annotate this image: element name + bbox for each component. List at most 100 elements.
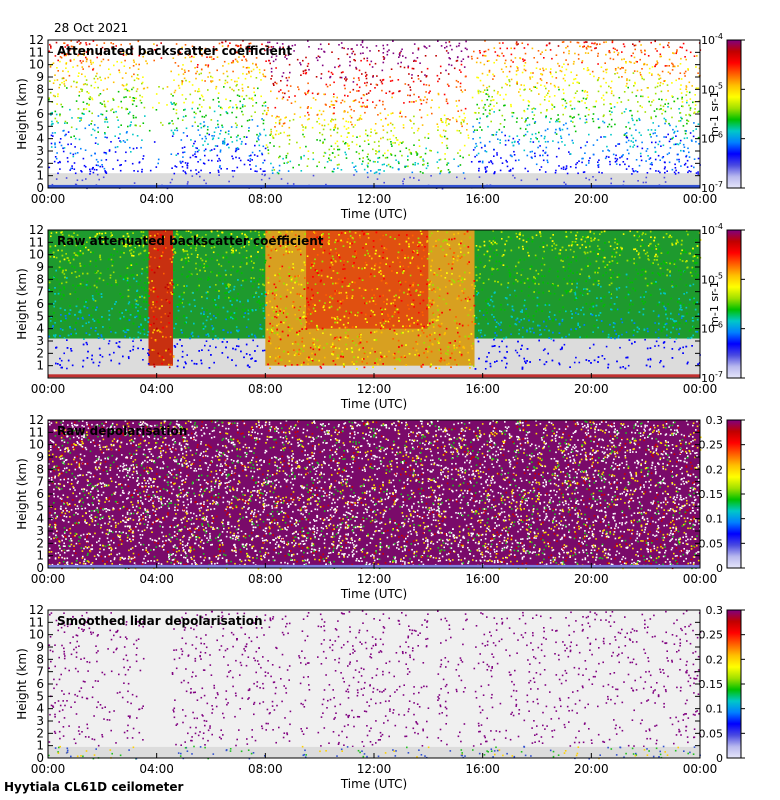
- colorbar-tick-label: 0.3: [706, 604, 724, 617]
- x-tick-label: 20:00: [574, 192, 609, 206]
- x-axis-label: Time (UTC): [340, 777, 407, 791]
- y-tick-label: 7: [36, 285, 44, 299]
- y-tick-label: 3: [36, 524, 44, 538]
- x-tick-label: 08:00: [248, 762, 283, 776]
- panel-1: Attenuated backscatter coefficient012345…: [15, 32, 745, 221]
- colorbar: 10-710-610-510-4m-1 sr-1: [701, 32, 745, 195]
- colorbar-tick-label: 0.2: [706, 653, 724, 666]
- y-tick-label: 12: [29, 413, 44, 427]
- x-tick-label: 16:00: [465, 762, 500, 776]
- y-tick-label: 6: [36, 297, 44, 311]
- y-tick-label: 2: [36, 726, 44, 740]
- y-tick-label: 5: [36, 499, 44, 513]
- y-tick-label: 2: [36, 346, 44, 360]
- colorbar-tick-label: 0.05: [699, 727, 724, 740]
- colorbar-tick-label: 0: [716, 562, 723, 575]
- x-tick-label: 00:00: [683, 192, 718, 206]
- colorbar-tick-label: 10-4: [701, 32, 723, 47]
- colorbar-tick-label: 0: [716, 752, 723, 765]
- x-axis-label: Time (UTC): [340, 397, 407, 411]
- y-tick-label: 2: [36, 156, 44, 170]
- panel-title: Attenuated backscatter coefficient: [57, 44, 292, 58]
- x-tick-label: 12:00: [357, 762, 392, 776]
- x-tick-label: 12:00: [357, 572, 392, 586]
- plot-area: [48, 40, 700, 188]
- x-tick-label: 16:00: [465, 192, 500, 206]
- colorbar-tick-label: 0.15: [699, 678, 724, 691]
- x-tick-label: 00:00: [31, 192, 66, 206]
- footer-label: Hyytiala CL61D ceilometer: [4, 780, 184, 794]
- colorbar-tick-label: 0.2: [706, 463, 724, 476]
- x-tick-label: 00:00: [683, 382, 718, 396]
- colorbar-gradient: [726, 419, 742, 569]
- y-tick-label: 0: [36, 561, 44, 575]
- y-tick-label: 2: [36, 536, 44, 550]
- x-tick-label: 08:00: [248, 192, 283, 206]
- y-tick-label: 6: [36, 107, 44, 121]
- y-tick-label: 12: [29, 33, 44, 47]
- y-tick-label: 10: [29, 58, 44, 72]
- panel-title: Raw depolarisation: [57, 424, 187, 438]
- x-tick-label: 00:00: [683, 762, 718, 776]
- x-tick-label: 20:00: [574, 572, 609, 586]
- y-tick-label: 1: [36, 359, 44, 373]
- y-tick-label: 11: [29, 235, 44, 249]
- y-tick-label: 1: [36, 549, 44, 563]
- x-axis-label: Time (UTC): [340, 587, 407, 601]
- y-tick-label: 12: [29, 223, 44, 237]
- x-tick-label: 04:00: [139, 382, 174, 396]
- y-tick-label: 4: [36, 702, 44, 716]
- y-tick-label: 10: [29, 438, 44, 452]
- x-tick-label: 00:00: [683, 572, 718, 586]
- panel-title: Smoothed lidar depolarisation: [57, 614, 263, 628]
- colorbar: 0 0.05 0.1 0.15 0.2 0.25 0.3: [699, 414, 745, 575]
- y-tick-label: 3: [36, 334, 44, 348]
- colorbar-gradient: [726, 229, 742, 379]
- y-tick-label: 4: [36, 132, 44, 146]
- x-tick-label: 04:00: [139, 762, 174, 776]
- colorbar: 0 0.05 0.1 0.15 0.2 0.25 0.3: [699, 604, 745, 765]
- panel-2: Raw attenuated backscatter coefficient12…: [15, 222, 745, 411]
- colorbar-unit-label: m-1 sr-1: [708, 91, 721, 137]
- x-tick-label: 12:00: [357, 382, 392, 396]
- x-tick-label: 08:00: [248, 382, 283, 396]
- x-tick-label: 12:00: [357, 192, 392, 206]
- colorbar-tick-label: 0.05: [699, 537, 724, 550]
- y-tick-label: 9: [36, 640, 44, 654]
- x-tick-label: 16:00: [465, 572, 500, 586]
- colorbar-gradient: [726, 39, 742, 189]
- y-tick-label: 8: [36, 82, 44, 96]
- colorbar-tick-label: 0.25: [699, 629, 724, 642]
- y-tick-label: 5: [36, 689, 44, 703]
- y-tick-label: 8: [36, 652, 44, 666]
- colorbar: 10-710-610-510-4m-1 sr-1: [701, 222, 745, 385]
- y-tick-label: 9: [36, 70, 44, 84]
- heatmap-field: [48, 610, 702, 760]
- y-tick-label: 7: [36, 665, 44, 679]
- y-tick-label: 8: [36, 462, 44, 476]
- colorbar-tick-label: 0.1: [706, 703, 724, 716]
- x-tick-label: 20:00: [574, 382, 609, 396]
- y-tick-label: 3: [36, 144, 44, 158]
- x-tick-label: 04:00: [139, 572, 174, 586]
- panel-title: Raw attenuated backscatter coefficient: [57, 234, 324, 248]
- y-tick-label: 12: [29, 603, 44, 617]
- y-tick-label: 4: [36, 322, 44, 336]
- y-tick-label: 6: [36, 487, 44, 501]
- colorbar-gradient: [726, 609, 742, 759]
- y-axis-label: Height (km): [15, 78, 29, 149]
- x-tick-label: 20:00: [574, 762, 609, 776]
- x-axis-label: Time (UTC): [340, 207, 407, 221]
- y-tick-label: 7: [36, 475, 44, 489]
- colorbar-tick-label: 0.15: [699, 488, 724, 501]
- y-tick-label: 10: [29, 248, 44, 262]
- x-tick-label: 00:00: [31, 572, 66, 586]
- x-tick-label: 04:00: [139, 192, 174, 206]
- y-axis-label: Height (km): [15, 268, 29, 339]
- heatmap-field: [48, 230, 702, 378]
- y-tick-label: 5: [36, 309, 44, 323]
- y-tick-label: 11: [29, 45, 44, 59]
- y-tick-label: 9: [36, 450, 44, 464]
- y-tick-label: 10: [29, 628, 44, 642]
- colorbar-tick-label: 0.25: [699, 439, 724, 452]
